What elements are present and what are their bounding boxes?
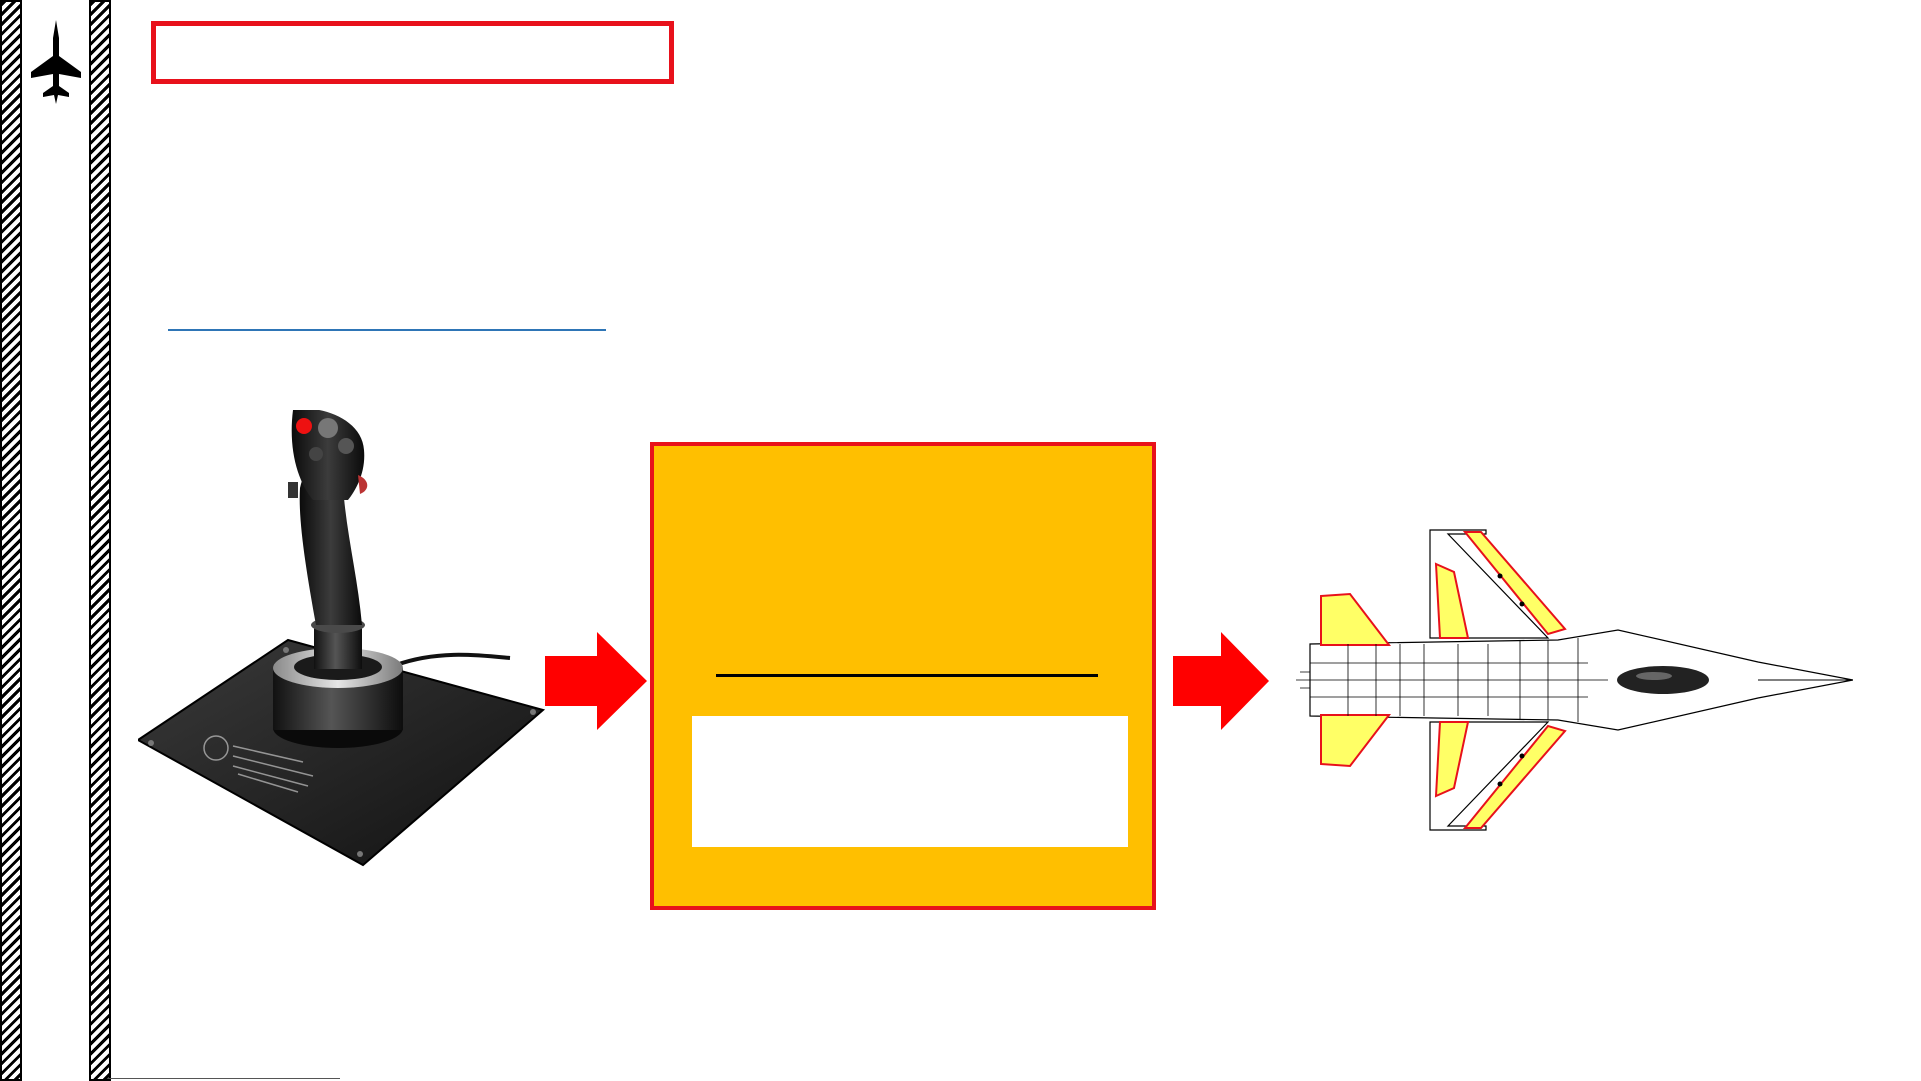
right-arrow-icon [1173,632,1269,730]
hotas-joystick-image [138,410,546,867]
link-underline[interactable] [168,329,606,331]
left-hatched-rail [0,0,22,1081]
logic-box [650,442,1156,910]
right-arrow-icon [545,632,647,730]
right-hatched-rail [89,0,111,1081]
fighter-jet-silhouette-icon [31,20,81,104]
slide-title-box [151,21,674,84]
logic-box-divider [716,674,1098,677]
logic-box-text-area [692,716,1128,847]
footer-rule [108,1078,340,1079]
fighter-jet-top-view-diagram [1296,529,1853,831]
